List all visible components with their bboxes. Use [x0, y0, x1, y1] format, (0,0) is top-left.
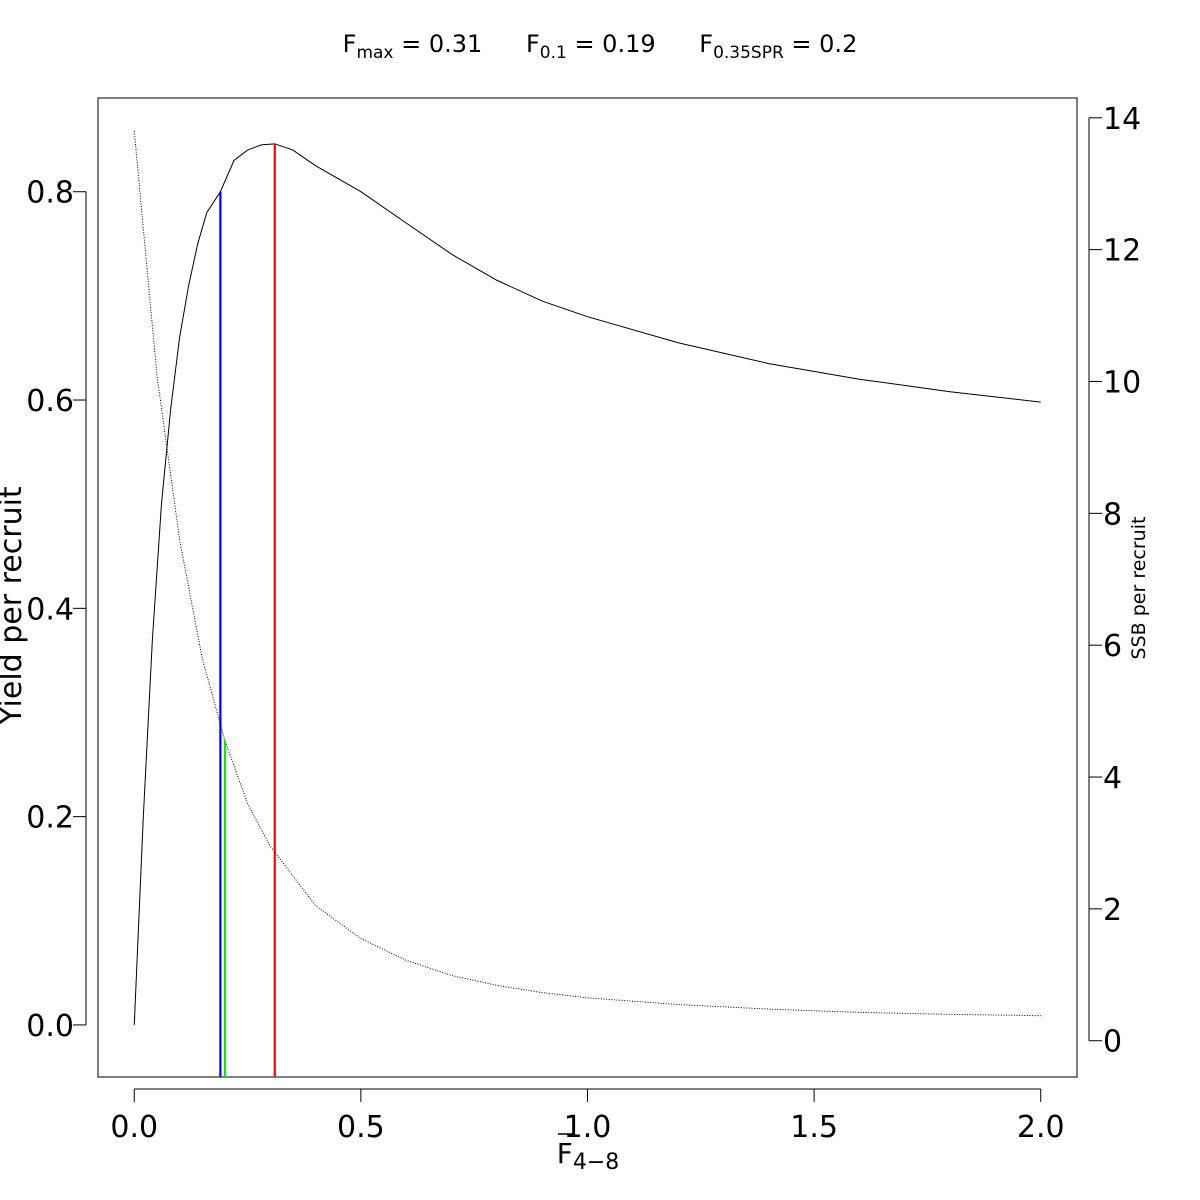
y-right-tick-label: 4 — [1103, 761, 1122, 796]
y-left-axis-title: Yield per recruit — [0, 486, 29, 726]
x-tick-label: 1.5 — [790, 1110, 838, 1145]
y-left-tick-label: 0.0 — [26, 1009, 74, 1044]
fmax-label: Fmax = 0.31 — [342, 30, 483, 63]
y-left-tick-label: 0.2 — [26, 801, 74, 836]
plot-frame — [97, 97, 1078, 1078]
y-left-tick-label: 0.4 — [26, 592, 74, 627]
ssb-per-recruit-line — [133, 130, 1041, 1017]
axes-layer: 0.0 0.5 1.0 1.5 2.0 0.0 0.2 0.4 0.6 0.8 0 2 4 6 8 10 12 1… — [0, 102, 1150, 1175]
reference-lines-layer — [219, 143, 276, 1077]
y-right-tick-label: 2 — [1103, 893, 1122, 928]
y-right-tick-label: 6 — [1103, 629, 1122, 664]
y-right-axis-title: SSB per recruit — [1128, 517, 1150, 660]
y-left-tick-label: 0.8 — [26, 176, 74, 211]
plot-border — [97, 97, 1078, 1078]
y-right-tick-label: 12 — [1103, 234, 1141, 269]
y-right-tick-label: 0 — [1103, 1025, 1122, 1060]
x-tick-label: 0.0 — [110, 1110, 158, 1145]
series-layer — [133, 130, 1041, 1025]
x-tick-label: 1.0 — [564, 1110, 612, 1145]
y-right-tick-label: 10 — [1103, 365, 1141, 400]
f035spr-label: F0.35SPR = 0.2 — [699, 30, 858, 63]
x-axis-title: F4−8 — [557, 1137, 620, 1175]
x-tick-label: 2.0 — [1017, 1110, 1065, 1145]
reference-points-header: Fmax = 0.31 F0.1 = 0.19 F0.35SPR = 0.2 — [0, 30, 1200, 63]
y-left-tick-label: 0.6 — [26, 384, 74, 419]
yield-per-recruit-line — [133, 143, 1041, 1025]
x-tick-label: 0.5 — [337, 1110, 385, 1145]
y-right-tick-label: 8 — [1103, 497, 1122, 532]
f01-label: F0.1 = 0.19 — [525, 30, 656, 63]
y-right-tick-label: 14 — [1103, 102, 1141, 137]
